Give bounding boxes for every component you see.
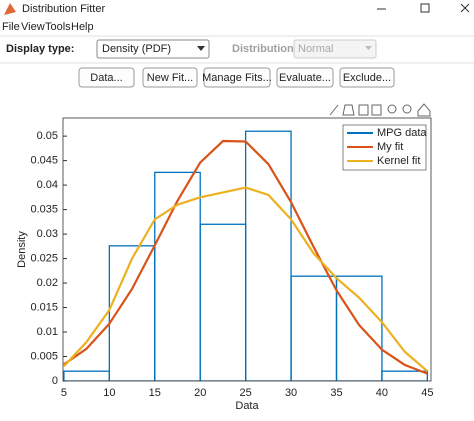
fit-line bbox=[63, 139, 428, 375]
histogram-bar bbox=[335, 275, 383, 381]
x-tick-label: 10 bbox=[103, 387, 115, 399]
button[interactable] bbox=[339, 67, 395, 88]
distribution-dropdown bbox=[293, 39, 377, 59]
y-tick-label: 0.02 bbox=[37, 277, 58, 289]
y-tick-label: 0.015 bbox=[30, 301, 58, 313]
home-icon[interactable] bbox=[417, 103, 431, 117]
legend-label: MPG data bbox=[377, 127, 427, 139]
y-tick-label: 0.01 bbox=[37, 326, 58, 338]
x-tick-label: 45 bbox=[421, 387, 433, 399]
brush-icon[interactable] bbox=[329, 104, 339, 116]
distribution-value: Normal bbox=[298, 43, 333, 55]
x-tick-label: 5 bbox=[61, 387, 67, 399]
display-type-dropdown[interactable] bbox=[96, 39, 210, 59]
window-title: Distribution Fitter bbox=[22, 3, 105, 15]
histogram-bar bbox=[244, 130, 292, 381]
y-tick-label: 0.035 bbox=[30, 203, 58, 215]
button-label: New Fit... bbox=[147, 72, 193, 84]
maximize-button[interactable] bbox=[420, 3, 430, 13]
menu-item[interactable]: View bbox=[21, 21, 45, 33]
x-tick-label: 40 bbox=[376, 387, 388, 399]
button-row: Data... New Fit... Manage Fits... Evaluate.… bbox=[78, 67, 395, 88]
dropdown-arrow bbox=[365, 46, 372, 50]
y-axis-label: Density bbox=[16, 231, 28, 268]
x-tick-label: 20 bbox=[194, 387, 206, 399]
y-tick-label: 0.03 bbox=[37, 228, 58, 240]
x-tick-label: 35 bbox=[330, 387, 342, 399]
app-icon bbox=[4, 3, 16, 15]
fit-line bbox=[63, 186, 429, 373]
datatip-icon[interactable] bbox=[342, 104, 355, 116]
zoom-out-icon[interactable] bbox=[402, 104, 412, 114]
x-tick-label: 25 bbox=[240, 387, 252, 399]
display-type-label: Display type: bbox=[6, 43, 74, 55]
button[interactable] bbox=[78, 67, 135, 88]
menu-item[interactable]: Help bbox=[71, 21, 94, 33]
pan-icon[interactable] bbox=[358, 104, 369, 116]
y-tick-label: 0.005 bbox=[30, 350, 58, 362]
axes-toolbar bbox=[329, 103, 431, 117]
series-group bbox=[63, 130, 429, 381]
x-tick-label: 15 bbox=[149, 387, 161, 399]
x-axis-label: Data bbox=[235, 400, 259, 412]
y-tick-label: 0.05 bbox=[37, 130, 58, 142]
button-label: Exclude... bbox=[343, 72, 391, 84]
button[interactable] bbox=[276, 67, 334, 88]
y-tick-label: 0.04 bbox=[37, 179, 58, 191]
display-type-value: Density (PDF) bbox=[102, 43, 171, 55]
button-label: Data... bbox=[90, 72, 122, 84]
y-tick-label: 0 bbox=[52, 375, 58, 387]
legend-label: My fit bbox=[377, 141, 403, 153]
button-label: Evaluate... bbox=[279, 72, 331, 84]
legend-label: Kernel fit bbox=[377, 155, 420, 167]
x-tick-label: 30 bbox=[285, 387, 297, 399]
y-tick-label: 0.025 bbox=[30, 252, 58, 264]
menu-item[interactable]: File bbox=[2, 21, 20, 33]
dropdown-arrow bbox=[197, 46, 205, 51]
axes-box bbox=[62, 117, 432, 382]
close-button[interactable] bbox=[460, 3, 470, 13]
button-label: Manage Fits... bbox=[202, 72, 272, 84]
distribution-label: Distribution: bbox=[232, 43, 297, 55]
y-tick-label: 0.045 bbox=[30, 155, 58, 167]
rotate-icon[interactable] bbox=[371, 104, 382, 116]
button[interactable] bbox=[142, 67, 198, 88]
button[interactable] bbox=[203, 67, 271, 88]
menu-item[interactable]: Tools bbox=[45, 21, 71, 33]
plot: 5 10 15 20 25 30 35 40 45 0 0.005 0.01 0.015 0.02 0.02… bbox=[16, 117, 433, 412]
zoom-in-icon[interactable] bbox=[387, 104, 397, 114]
